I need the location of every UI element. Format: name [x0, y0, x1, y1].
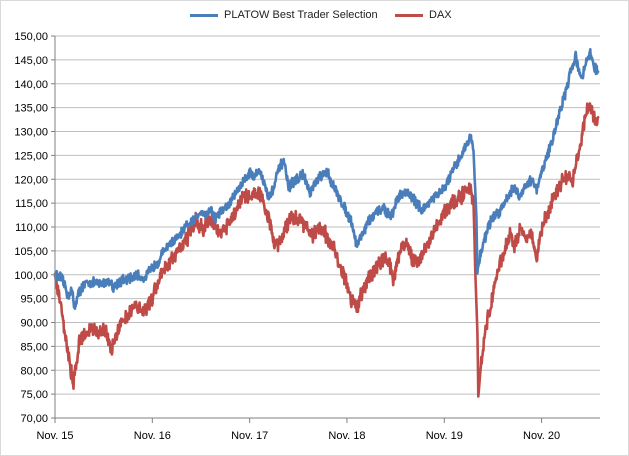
x-tick-label: Nov. 18 [328, 430, 365, 442]
y-tick-label: 145,00 [14, 55, 48, 67]
y-tick-label: 115,00 [15, 198, 48, 210]
legend-item-platow: PLATOW Best Trader Selection [190, 9, 378, 21]
y-tick-label: 140,00 [14, 79, 48, 91]
x-tick-label: Nov. 17 [231, 430, 268, 442]
y-tick-label: 120,00 [14, 174, 48, 186]
y-tick-label: 75,00 [20, 389, 48, 401]
y-tick-label: 80,00 [20, 365, 48, 377]
x-axis-tick-labels: Nov. 15 Nov. 16 Nov. 17 Nov. 18 Nov. 19 Nov. … [36, 430, 560, 442]
legend-item-dax: DAX [395, 9, 452, 21]
legend: PLATOW Best Trader Selection DAX [0, 9, 629, 27]
gridlines [55, 35, 600, 419]
series-line-platow [53, 48, 600, 310]
legend-label-platow: PLATOW Best Trader Selection [224, 9, 378, 21]
y-tick-label: 110,00 [15, 222, 48, 234]
x-tick-label: Nov. 16 [134, 430, 171, 442]
y-tick-label: 70,00 [20, 413, 48, 425]
x-tick-label: Nov. 15 [36, 430, 73, 442]
series-line-dax [53, 102, 600, 398]
y-tick-label: 105,00 [14, 246, 48, 258]
y-tick-label: 95,00 [20, 294, 48, 306]
y-tick-label: 90,00 [20, 318, 48, 330]
y-tick-label: 100,00 [14, 270, 48, 282]
y-tick-label: 85,00 [20, 341, 48, 353]
x-tick-label: Nov. 20 [523, 430, 560, 442]
legend-swatch-platow [190, 13, 218, 17]
axes [51, 35, 600, 423]
series-lines [53, 48, 600, 398]
y-tick-label: 125,00 [14, 150, 48, 162]
legend-swatch-dax [395, 13, 423, 17]
legend-label-dax: DAX [429, 9, 452, 21]
y-tick-label: 130,00 [14, 127, 48, 139]
y-axis-tick-labels: 70,00 75,00 80,00 85,00 90,00 95,00 100,00 105,… [14, 31, 48, 425]
y-tick-label: 150,00 [14, 31, 48, 43]
x-tick-label: Nov. 19 [426, 430, 463, 442]
y-tick-label: 135,00 [14, 103, 48, 115]
